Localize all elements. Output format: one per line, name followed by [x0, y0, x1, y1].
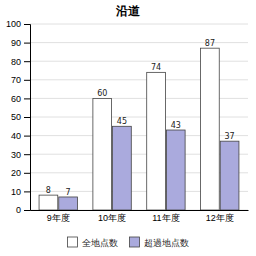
y-tick: 20 — [11, 168, 30, 178]
y-tick: 90 — [11, 38, 30, 48]
bar — [39, 195, 58, 210]
y-axis: 0 10 20 30 40 50 60 70 80 90 100 — [6, 19, 31, 215]
y-tick-label: 0 — [16, 205, 21, 215]
data-label: 87 — [205, 39, 215, 48]
legend-swatch — [130, 237, 140, 247]
legend-item: 全地点数 — [68, 237, 118, 248]
y-tick: 40 — [11, 131, 30, 141]
x-axis-line — [31, 210, 249, 211]
legend-label: 全地点数 — [82, 238, 118, 248]
bar — [93, 98, 112, 210]
y-tick: 30 — [11, 150, 30, 160]
legend-label: 超過地点数 — [144, 238, 189, 248]
data-label: 43 — [171, 121, 181, 130]
y-tick: 60 — [11, 94, 30, 104]
y-tick-mark — [24, 210, 30, 211]
y-tick-label: 90 — [11, 38, 21, 48]
y-tick-label: 100 — [6, 19, 21, 29]
bars — [39, 48, 239, 210]
x-tick-label: 9年度 — [47, 213, 70, 223]
x-tick: 12年度 — [206, 213, 234, 223]
data-label: 7 — [66, 188, 71, 197]
data-label: 45 — [117, 117, 127, 126]
y-axis-line — [24, 25, 31, 211]
x-axis: 9年度 10年度 11年度 12年度 — [31, 211, 249, 224]
bar — [220, 141, 239, 210]
y-tick-label: 40 — [11, 131, 21, 141]
y-tick: 70 — [11, 75, 30, 85]
data-label: 74 — [151, 63, 161, 72]
y-tick: 10 — [11, 187, 30, 197]
y-tick-mark — [24, 191, 30, 192]
data-label: 60 — [97, 89, 107, 98]
y-tick-label: 30 — [11, 150, 21, 160]
y-tick: 50 — [11, 112, 30, 122]
y-tick-label: 70 — [11, 75, 21, 85]
x-tick: 10年度 — [98, 213, 126, 223]
y-tick: 100 — [6, 19, 30, 29]
grid-line — [30, 42, 248, 43]
x-tick-label: 11年度 — [152, 213, 179, 223]
bar — [147, 72, 166, 210]
y-tick-mark — [24, 117, 30, 118]
legend-item: 超過地点数 — [130, 237, 189, 248]
x-tick-label: 12年度 — [206, 213, 234, 223]
y-tick: 80 — [11, 57, 30, 67]
data-label: 8 — [46, 186, 51, 195]
y-tick-mark — [24, 80, 30, 81]
grid-line — [30, 24, 248, 25]
y-tick-mark — [24, 61, 30, 62]
data-labels: 8 60 74 87 7 45 43 37 — [46, 39, 235, 197]
bar — [201, 48, 220, 210]
y-tick-label: 60 — [11, 94, 21, 104]
y-tick-mark — [24, 173, 30, 174]
y-tick-mark — [24, 98, 30, 99]
bar — [59, 197, 78, 210]
y-tick-mark — [24, 24, 30, 25]
legend-swatch — [68, 237, 78, 247]
y-tick-mark — [24, 136, 30, 137]
legend: 全地点数 超過地点数 — [68, 237, 189, 248]
data-label: 37 — [224, 132, 234, 141]
y-tick-mark — [24, 43, 30, 44]
y-tick-mark — [24, 154, 30, 155]
x-tick: 9年度 — [47, 213, 70, 223]
chart: 沿道 8 60 74 87 7 45 43 37 0 10 20 30 40 50 60 70 80 90 100 9年… — [0, 0, 256, 256]
x-tick: 11年度 — [152, 213, 179, 223]
y-tick-label: 10 — [11, 187, 21, 197]
x-tick-label: 10年度 — [98, 213, 126, 223]
y-tick-label: 80 — [11, 57, 21, 67]
y-tick-label: 20 — [11, 168, 21, 178]
y-tick: 0 — [16, 205, 30, 215]
grid — [30, 24, 248, 210]
title: 沿道 — [115, 4, 141, 18]
bar — [166, 130, 185, 210]
bar — [113, 126, 132, 210]
y-tick-label: 50 — [11, 112, 21, 122]
